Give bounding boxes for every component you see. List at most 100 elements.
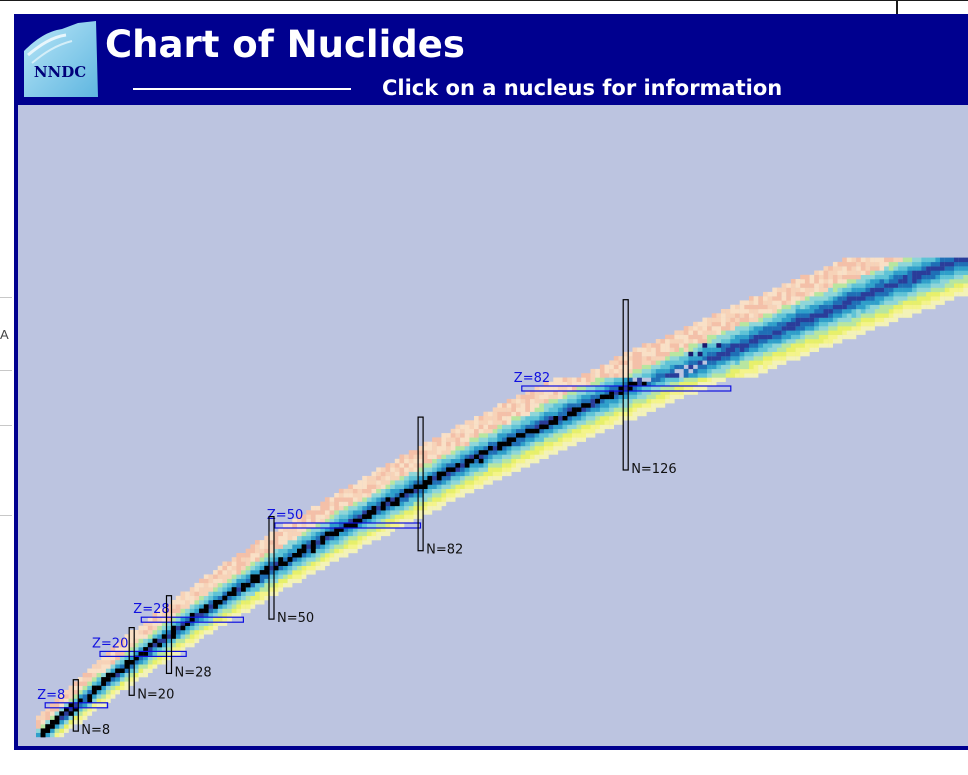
nuclide-cell — [898, 300, 903, 305]
nuclide-cell — [96, 694, 102, 699]
nuclide-cell — [227, 565, 232, 571]
nuclide-cell — [553, 450, 559, 455]
nuclide-cell — [888, 313, 894, 318]
nuclide-cell — [818, 326, 824, 331]
nuclide-cell — [618, 381, 624, 387]
nuclide-cell — [632, 403, 638, 408]
nuclide-cell — [478, 467, 484, 472]
nuclide-cell — [557, 420, 563, 425]
stable-nuclide-cell — [530, 428, 535, 434]
nuclide-cell — [958, 287, 964, 293]
nuclide-chart-area[interactable]: Z=8 Z=20 Z=28 Z=50 Z=82 N=8 N=20 N=28 N=50 N=82 N=… — [18, 105, 968, 746]
nuclide-cell — [152, 651, 158, 656]
stable-nuclide-cell — [264, 570, 270, 575]
nuclide-cell — [306, 527, 312, 532]
nuclide-cell — [297, 535, 302, 541]
nuclide-cell — [660, 390, 666, 395]
nuclide-cell — [581, 420, 586, 425]
nuclide-cell — [297, 531, 302, 537]
nuclide-cell — [385, 510, 391, 515]
nuclide-cell — [846, 287, 852, 293]
nuclide-cell — [571, 441, 577, 447]
nuclide-cell — [697, 330, 703, 335]
stable-nuclide-cell — [483, 450, 489, 455]
nuclide-cell — [772, 343, 778, 348]
nuclide-cell — [133, 642, 139, 648]
nuclide-cell — [921, 291, 927, 297]
nuclide-cell — [688, 356, 694, 361]
nuclide-cell — [735, 347, 740, 352]
nuclide-cell — [157, 608, 162, 614]
nuclide-cell — [609, 424, 614, 430]
nuclide-cell — [902, 291, 908, 297]
nuclide-cell — [814, 291, 819, 297]
nuclide-cell — [758, 339, 764, 344]
nuclide-cell — [422, 497, 428, 502]
nuclide-cell — [758, 317, 764, 323]
nuclide-cell — [427, 467, 433, 472]
nuclide-chart[interactable]: Z=8Z=20Z=28Z=50Z=82N=8N=20N=28N=50N=82N=… — [18, 105, 968, 746]
nuclide-cell — [571, 390, 577, 395]
nuclide-cell — [269, 574, 274, 579]
nuclide-cell — [404, 493, 409, 498]
nuclide-cell — [283, 540, 288, 545]
nuclide-cell — [101, 685, 106, 691]
nuclide-cell — [301, 565, 307, 571]
nuclide-cell — [348, 531, 353, 537]
nuclide-cell — [655, 364, 661, 370]
nuclide-cell — [376, 501, 381, 507]
nuclide-cell — [800, 291, 805, 297]
nuclide-cell — [888, 274, 894, 280]
nuclide-cell — [310, 565, 316, 571]
nuclide-cell — [571, 437, 577, 442]
nuclide-cell — [278, 553, 284, 558]
nuclide-cell — [278, 527, 284, 532]
nuclide-cell — [436, 501, 442, 507]
nuclide-cell — [213, 595, 218, 601]
nuclide-cell — [585, 390, 591, 395]
nuclide-cell — [115, 647, 120, 652]
nuclide-cell — [730, 360, 736, 365]
nuclide-cell — [357, 505, 363, 511]
nuclide-cell — [935, 283, 941, 288]
nuclide-cell — [744, 356, 750, 361]
nuclide-cell — [856, 300, 861, 305]
nuclide-cell — [483, 420, 489, 425]
nuclide-cell — [963, 291, 968, 297]
nuclide-cell — [581, 386, 586, 391]
nuclide-cell — [730, 334, 736, 340]
nuclide-cell — [683, 377, 689, 382]
nuclide-cell — [231, 582, 237, 588]
nuclide-cell — [525, 450, 531, 455]
nuclide-cell — [590, 420, 596, 425]
nuclide-cell — [623, 398, 628, 404]
nuclide-cell — [166, 655, 172, 661]
nuclide-cell — [54, 711, 60, 716]
nuclide-cell — [735, 339, 740, 344]
nuclide-cell — [609, 407, 614, 412]
nuclide-cell — [809, 313, 815, 318]
nuclide-cell — [599, 416, 605, 421]
nndc-logo[interactable]: NNDC — [22, 21, 98, 97]
nuclide-cell — [837, 270, 843, 275]
nuclide-cell — [557, 428, 563, 434]
nuclide-cell — [436, 505, 442, 511]
nuclide-cell — [329, 501, 335, 507]
nuclide-cell — [324, 544, 330, 549]
nuclide-cell — [749, 309, 754, 314]
nuclide-cell — [599, 368, 605, 374]
nuclide-cell — [474, 420, 479, 425]
nuclide-cell — [744, 334, 750, 340]
nuclide-cell — [763, 330, 768, 335]
nuclide-cell — [320, 548, 326, 554]
nuclide-cell — [842, 317, 847, 323]
nuclide-cell — [711, 321, 717, 327]
nuclide-cell — [362, 480, 367, 485]
nuclide-cell — [637, 373, 642, 378]
nuclide-cell — [143, 660, 148, 665]
nuclide-cell — [385, 518, 391, 524]
nuclide-cell — [348, 514, 353, 519]
nuclide-cell — [152, 647, 158, 652]
nuclide-cell — [613, 403, 619, 408]
nuclide-cell — [352, 505, 358, 511]
